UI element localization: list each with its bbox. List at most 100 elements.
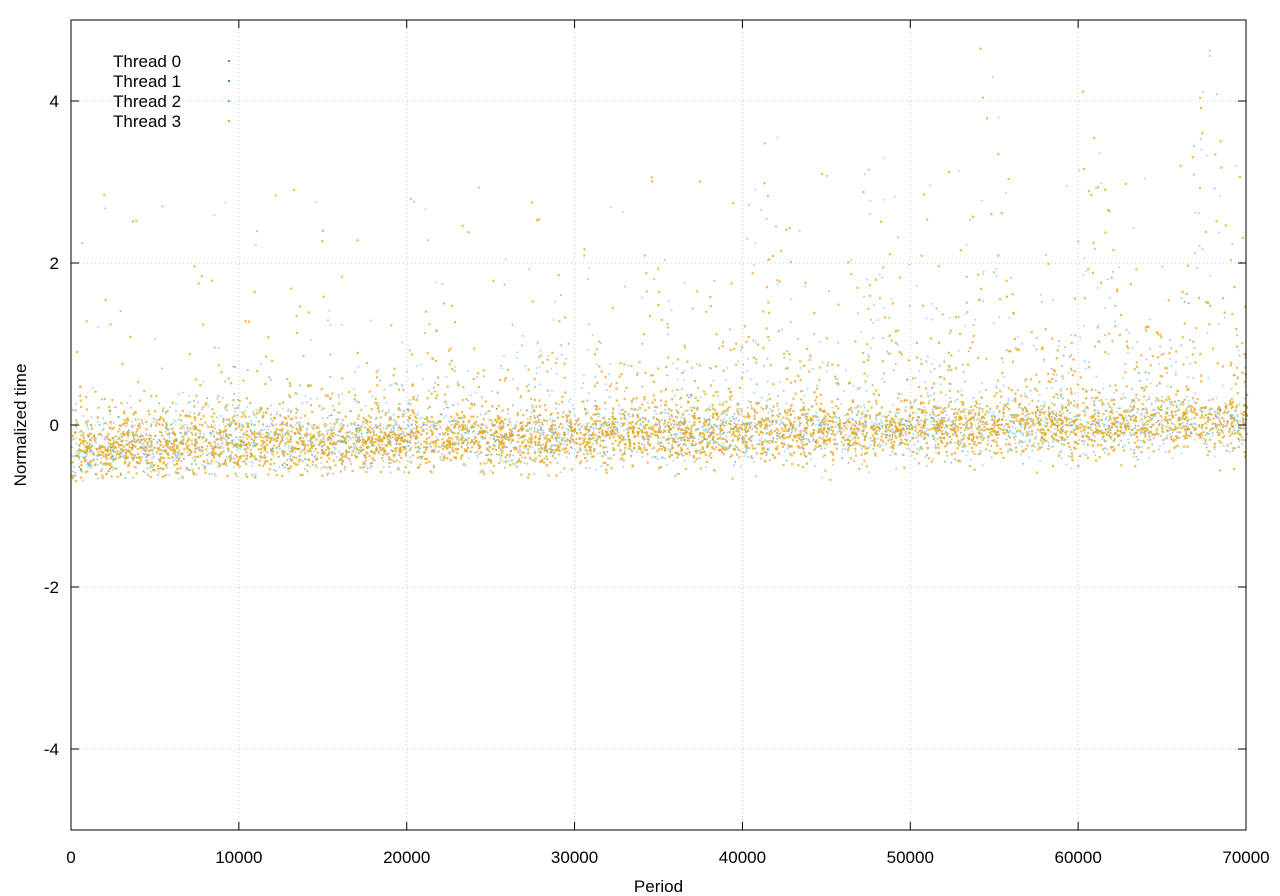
data-point xyxy=(631,450,633,453)
data-point xyxy=(350,463,352,465)
data-point xyxy=(1104,334,1106,336)
data-point xyxy=(501,439,504,442)
data-point xyxy=(260,447,263,451)
data-point xyxy=(82,479,84,482)
data-point xyxy=(1027,403,1030,405)
data-point xyxy=(246,445,248,448)
data-point xyxy=(614,421,617,423)
data-point xyxy=(244,462,248,466)
data-point xyxy=(556,433,558,435)
data-point xyxy=(707,445,710,448)
data-point xyxy=(320,409,323,411)
data-point xyxy=(850,457,853,460)
data-point xyxy=(566,428,568,430)
data-point xyxy=(698,433,702,436)
data-point xyxy=(453,420,455,422)
data-point xyxy=(244,457,247,460)
data-point xyxy=(387,411,389,413)
data-point xyxy=(364,460,367,462)
data-point xyxy=(745,440,748,443)
data-point xyxy=(1038,416,1040,419)
data-point xyxy=(177,393,180,395)
data-point xyxy=(191,443,193,445)
data-point xyxy=(757,343,760,346)
data-point xyxy=(709,431,711,434)
data-point xyxy=(759,439,761,442)
data-point xyxy=(220,436,223,438)
data-point xyxy=(854,450,857,453)
data-point xyxy=(228,418,231,421)
data-point xyxy=(104,436,107,439)
data-point xyxy=(917,440,919,443)
data-point xyxy=(336,418,339,421)
data-point xyxy=(847,449,849,452)
data-point xyxy=(657,440,659,443)
data-point xyxy=(469,450,471,453)
data-point xyxy=(805,437,807,440)
data-point xyxy=(1000,395,1003,398)
data-point xyxy=(643,444,646,446)
data-point xyxy=(564,437,566,439)
data-point xyxy=(924,419,927,422)
data-point xyxy=(1105,416,1108,419)
data-point xyxy=(592,423,595,426)
data-point xyxy=(661,456,664,459)
data-point xyxy=(535,420,538,423)
data-point xyxy=(725,439,728,443)
data-point xyxy=(308,423,310,426)
data-point xyxy=(180,440,183,442)
data-point xyxy=(1179,419,1182,421)
data-point xyxy=(684,429,687,432)
data-point xyxy=(310,441,313,443)
data-point xyxy=(185,433,188,436)
data-point xyxy=(251,445,254,448)
data-point xyxy=(377,401,379,404)
data-point xyxy=(290,445,293,448)
data-point xyxy=(1132,456,1135,458)
data-point xyxy=(712,435,715,438)
data-point xyxy=(937,406,940,410)
data-point xyxy=(587,422,590,424)
data-point xyxy=(271,422,273,425)
data-point xyxy=(270,436,273,440)
data-point xyxy=(828,290,830,292)
data-point xyxy=(353,433,356,436)
data-point xyxy=(1117,407,1119,410)
data-point xyxy=(1119,423,1123,426)
data-point xyxy=(1093,409,1096,412)
data-point xyxy=(682,439,684,442)
data-point xyxy=(799,452,803,456)
data-point xyxy=(853,430,856,432)
data-point xyxy=(230,457,233,460)
data-point xyxy=(862,411,865,414)
data-point xyxy=(105,462,108,464)
data-point xyxy=(161,456,164,459)
data-point xyxy=(103,422,105,425)
data-point xyxy=(459,429,461,432)
data-point xyxy=(806,388,809,390)
data-point xyxy=(969,458,972,461)
data-point xyxy=(119,310,122,313)
data-point xyxy=(396,440,398,443)
data-point xyxy=(481,469,484,472)
data-point xyxy=(81,242,84,244)
data-point xyxy=(970,411,973,414)
data-point xyxy=(729,398,732,401)
data-point xyxy=(779,381,782,384)
data-point xyxy=(499,433,501,436)
data-point xyxy=(1101,438,1103,440)
data-point xyxy=(1115,422,1118,424)
data-point xyxy=(805,455,808,458)
data-point xyxy=(1058,340,1061,342)
data-point xyxy=(619,362,622,365)
data-point xyxy=(852,385,855,387)
data-point xyxy=(777,408,780,411)
data-point xyxy=(671,415,673,418)
data-point xyxy=(658,290,661,293)
data-point xyxy=(362,417,365,420)
data-point xyxy=(612,433,615,436)
data-point xyxy=(710,426,713,429)
data-point xyxy=(518,459,521,462)
data-point xyxy=(949,317,951,319)
data-point xyxy=(1084,407,1086,410)
